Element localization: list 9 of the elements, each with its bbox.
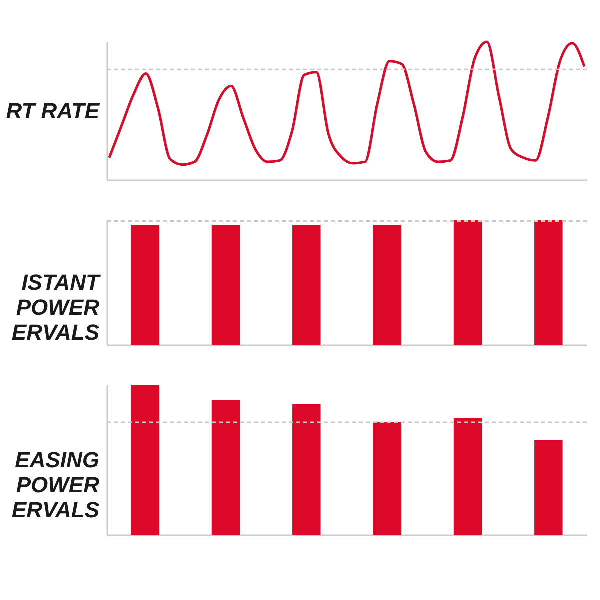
y-axis-title: RT RATE bbox=[6, 98, 101, 124]
bar bbox=[292, 404, 321, 535]
bar bbox=[131, 385, 160, 535]
bar bbox=[373, 422, 402, 535]
y-axis-title: EASING POWER ERVALS bbox=[12, 448, 100, 522]
bar bbox=[534, 440, 563, 535]
y-axis-title: ISTANT POWER ERVALS bbox=[12, 270, 102, 345]
bar bbox=[454, 418, 482, 535]
bar bbox=[212, 400, 240, 535]
